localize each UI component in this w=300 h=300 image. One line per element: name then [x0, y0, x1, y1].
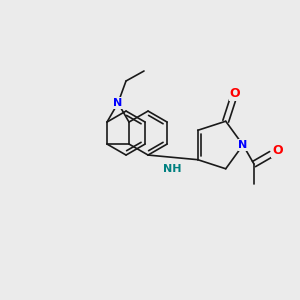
Text: N: N	[238, 140, 247, 150]
Text: O: O	[272, 144, 283, 157]
Text: O: O	[230, 87, 240, 100]
Text: NH: NH	[163, 164, 181, 174]
Text: N: N	[113, 98, 123, 108]
